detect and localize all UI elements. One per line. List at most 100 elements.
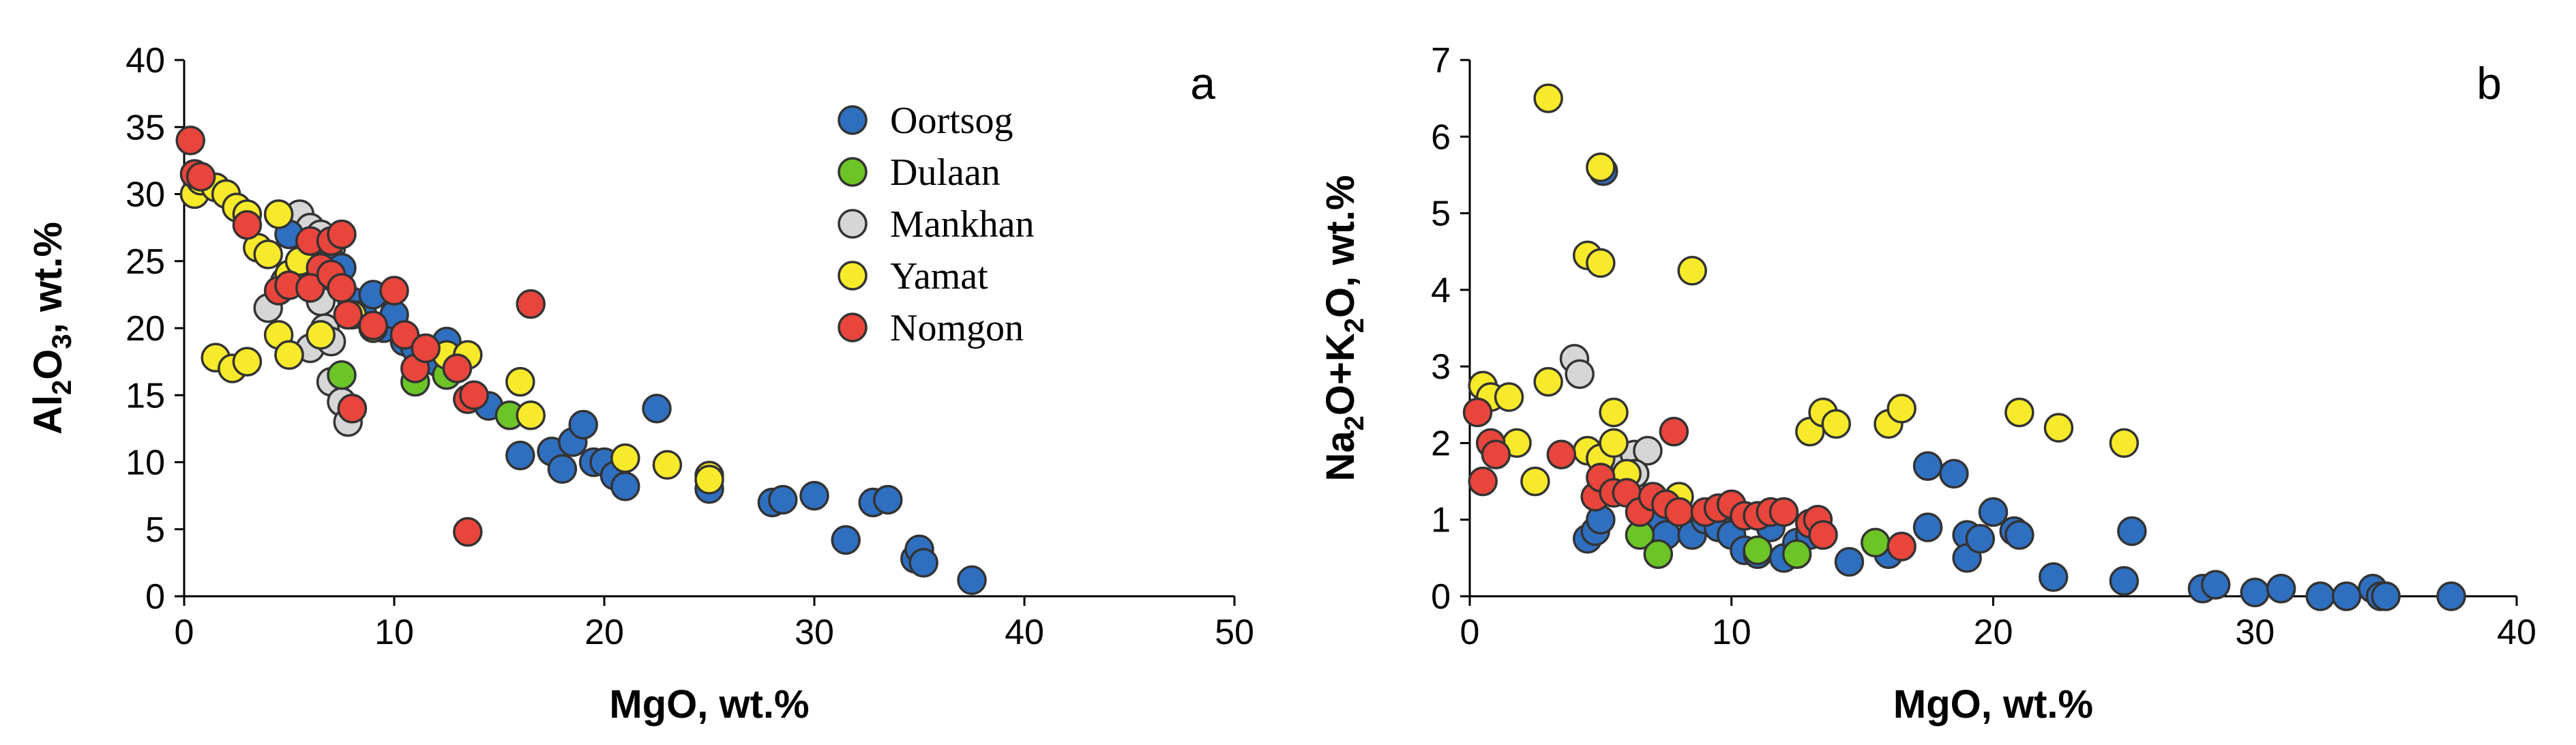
panel-b-series-yamat [1468, 83, 2140, 512]
panel-a-y-tick-label: 30 [125, 175, 165, 215]
panel-a-point-nomgon [337, 394, 368, 424]
panel-a-y-tick-label: 20 [125, 309, 165, 349]
panel-a-point-yamat [610, 443, 640, 473]
panel-b-point-yamat [2043, 413, 2074, 443]
panel-a-point-dulaan [327, 360, 357, 390]
panel-a-letter: a [1190, 58, 1215, 108]
panel-b-point-yamat [1677, 256, 1707, 286]
panel-b-point-dulaan [1743, 535, 1773, 566]
panel-b-point-oortsog [2266, 574, 2296, 604]
panel-b-point-nomgon [1481, 439, 1511, 470]
panel-a-point-oortsog [768, 484, 798, 515]
panel-b-point-oortsog [2004, 520, 2034, 550]
panel-b-y-tick-label: 5 [1431, 194, 1451, 234]
panel-b-point-oortsog [2200, 570, 2231, 600]
panel-b-letter: b [2476, 58, 2502, 108]
panel-a-series-nomgon [175, 126, 546, 547]
panel-a-point-yamat [652, 450, 683, 480]
panel-b-point-yamat [1886, 394, 1916, 424]
panel-a-point-nomgon [358, 310, 388, 340]
panel-a-point-oortsog [568, 409, 598, 440]
panel-b-y-tick-label: 1 [1431, 501, 1451, 540]
panel-a-point-yamat [232, 347, 263, 377]
panel-b-point-oortsog [2305, 581, 2335, 611]
panel-a-point-nomgon [186, 162, 216, 192]
panel-a-point-oortsog [547, 454, 578, 484]
panel-b-x-tick-label: 30 [2235, 613, 2275, 652]
panel-b-point-yamat [1586, 152, 1616, 182]
panel-a-point-oortsog [908, 548, 938, 578]
panel-b-point-dulaan [1643, 539, 1674, 569]
panel-b-point-oortsog [2331, 581, 2362, 611]
panel-b-point-oortsog [2117, 516, 2147, 546]
panel-a-y-tick-label: 40 [125, 41, 165, 81]
panel-b-point-oortsog [2371, 581, 2401, 611]
panel-b-x-tick-label: 40 [2497, 613, 2536, 652]
panel-a-x-tick-label: 50 [1215, 613, 1254, 652]
panel-a-point-oortsog [505, 440, 535, 471]
panel-a-point-yamat [516, 400, 546, 430]
panel-b-x-tick-label: 0 [1460, 613, 1480, 652]
panel-b-point-yamat [1494, 382, 1524, 412]
panel-a-point-oortsog [799, 480, 829, 511]
panel-a-point-nomgon [411, 333, 441, 364]
panel-a-series-oortsog [263, 199, 987, 596]
panel-a-point-oortsog [642, 394, 672, 424]
panel-b-point-dulaan [1781, 539, 1812, 569]
panel-a-y-tick-label: 15 [125, 376, 165, 415]
panel-b-point-mankhan [1633, 435, 1663, 466]
panel-a-point-nomgon [453, 516, 483, 547]
panel-a-point-yamat [694, 465, 724, 495]
panel-a-y-tick-label: 35 [125, 108, 165, 147]
panel-b-point-dulaan [1861, 527, 1891, 558]
panel-a-point-nomgon [333, 300, 363, 330]
panel-b-point-oortsog [1912, 512, 1943, 542]
panel-b-y-tick-label: 0 [1431, 577, 1451, 617]
panel-a-x-tick-label: 30 [795, 613, 834, 652]
legend-label-oortsog: Oortsog [890, 100, 1013, 142]
panel-b-point-nomgon [1808, 520, 1838, 550]
panel-b-point-yamat [1821, 409, 1851, 439]
panel-b-point-oortsog [2240, 577, 2270, 608]
panel-a-x-tick-label: 40 [1005, 613, 1044, 652]
panel-b-point-oortsog [1965, 524, 1996, 554]
legend-label-yamat: Yamat [890, 255, 988, 297]
panel-a-x-tick-label: 10 [374, 613, 414, 652]
panel-a-point-nomgon [232, 209, 263, 240]
legend-marker-yamat [838, 261, 868, 291]
panel-b-point-nomgon [1462, 397, 1493, 428]
panel-a-point-oortsog [873, 484, 903, 515]
panel-b-point-nomgon [1468, 466, 1498, 497]
legend-marker-mankhan [838, 209, 868, 239]
panel-b-point-oortsog [2109, 566, 2140, 596]
panel-b-point-yamat [1533, 366, 1563, 397]
panel-a-point-nomgon [327, 219, 357, 250]
panel-a-point-yamat [263, 199, 294, 229]
legend-marker-nomgon [838, 312, 868, 342]
panel-b-y-tick-label: 3 [1431, 347, 1451, 387]
legend-label-dulaan: Dulaan [890, 151, 1001, 194]
panel-a-point-nomgon [327, 273, 357, 303]
legend-label-mankhan: Mankhan [890, 203, 1035, 246]
panel-b-point-yamat [2109, 428, 2140, 458]
panel-b-y-tick-label: 2 [1431, 424, 1451, 463]
panel-b-point-yamat [1520, 466, 1550, 497]
panel-b-point-yamat [1586, 248, 1616, 278]
panel-b-point-oortsog [1912, 451, 1943, 481]
panel-b-point-oortsog [2039, 562, 2069, 592]
legend-marker-dulaan [838, 157, 868, 187]
panel-a-point-yamat [253, 239, 283, 269]
panel-a-point-yamat [274, 340, 304, 370]
panel-a-point-oortsog [957, 565, 987, 596]
panel-a-x-tick-label: 20 [584, 613, 624, 652]
panel-a-point-nomgon [295, 273, 325, 303]
panel-a-point-oortsog [831, 525, 861, 555]
panel-b-point-nomgon [1664, 497, 1694, 527]
panel-b-y-axis-title: Na2O+K2O, wt.% [1318, 175, 1370, 482]
panel-b-point-oortsog [1834, 546, 1865, 577]
panel-a: 0 10 20 30 40 50 0 5 10 15 20 25 30 35 40 MgO, wt.% Al2O… [26, 41, 1254, 727]
panel-b-x-axis-title: MgO, wt.% [1893, 682, 2093, 727]
panel-b-point-yamat [1599, 397, 1629, 428]
panel-a-y-tick-label: 10 [125, 443, 165, 483]
